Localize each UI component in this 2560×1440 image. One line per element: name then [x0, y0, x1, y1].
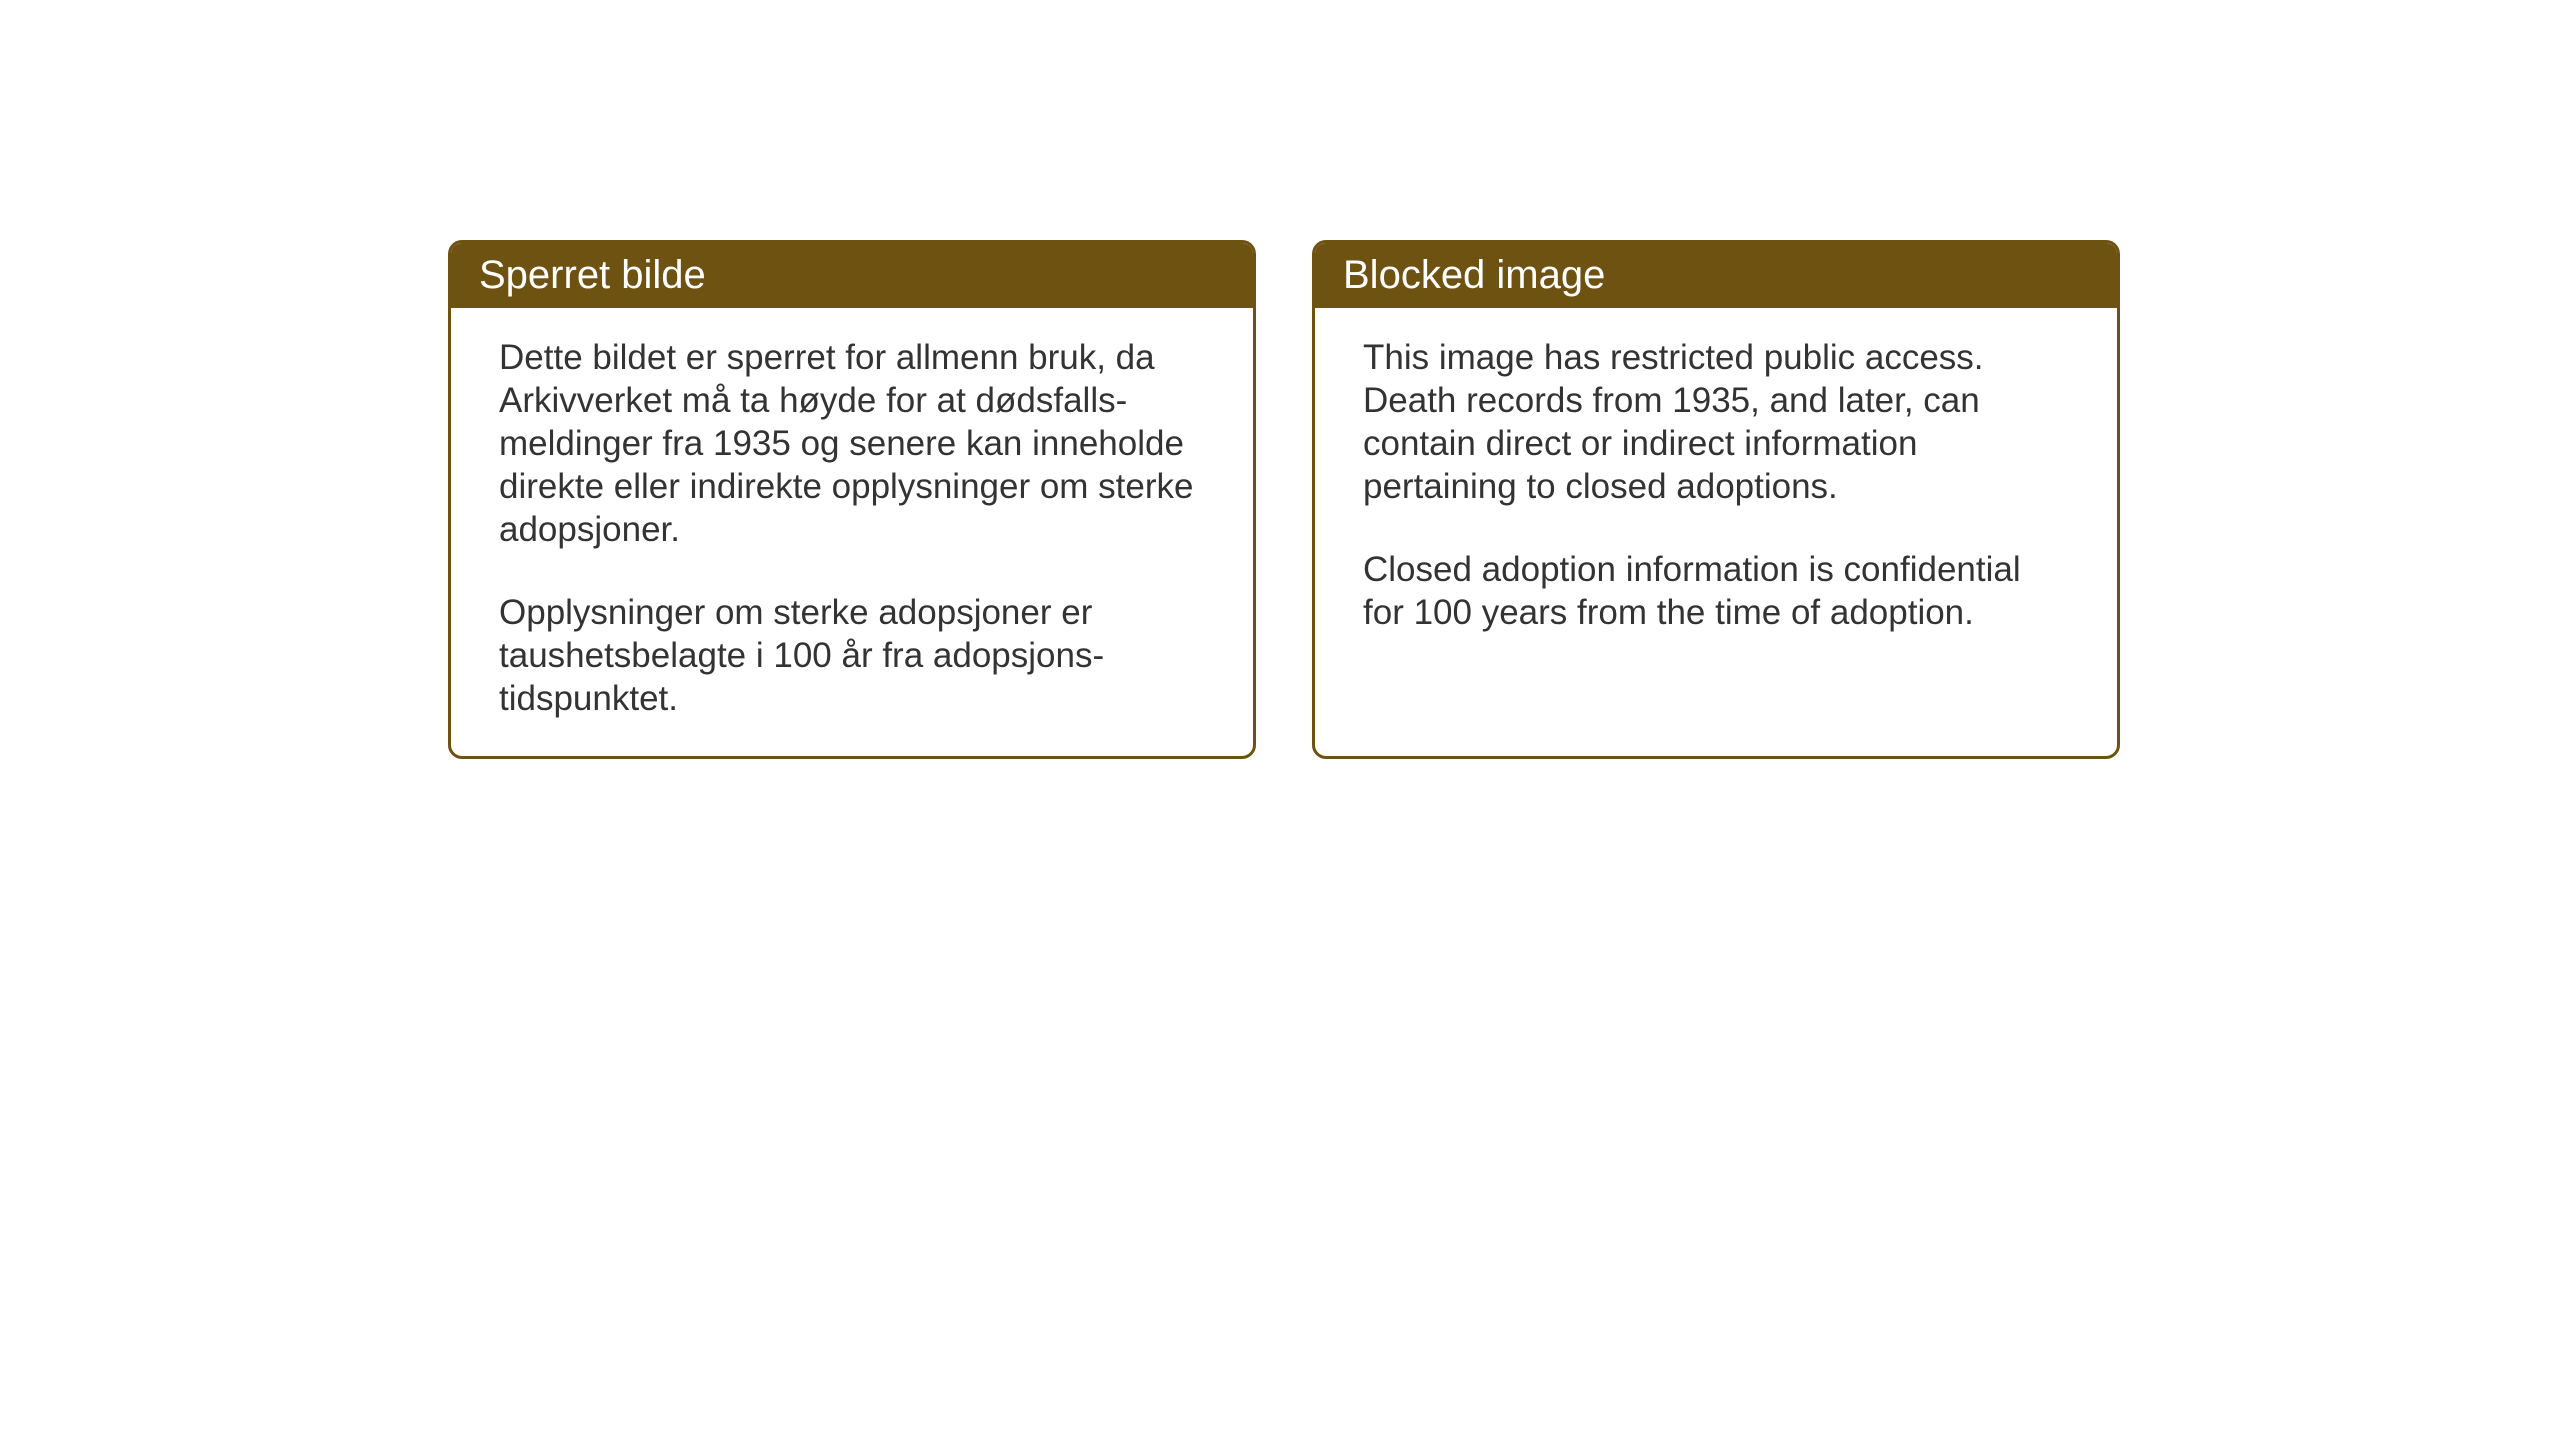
notice-paragraph-2-norwegian: Opplysninger om sterke adopsjoner er tau… — [499, 591, 1205, 720]
notice-paragraph-2-english: Closed adoption information is confident… — [1363, 548, 2069, 634]
notice-box-norwegian: Sperret bilde Dette bildet er sperret fo… — [448, 240, 1256, 759]
notice-title-norwegian: Sperret bilde — [479, 253, 706, 297]
notice-title-english: Blocked image — [1343, 253, 1605, 297]
notice-header-english: Blocked image — [1315, 243, 2117, 308]
notice-header-norwegian: Sperret bilde — [451, 243, 1253, 308]
notice-body-english: This image has restricted public access.… — [1315, 308, 2117, 748]
notice-body-norwegian: Dette bildet er sperret for allmenn bruk… — [451, 308, 1253, 756]
notice-paragraph-1-english: This image has restricted public access.… — [1363, 336, 2069, 508]
notices-container: Sperret bilde Dette bildet er sperret fo… — [448, 240, 2120, 759]
notice-box-english: Blocked image This image has restricted … — [1312, 240, 2120, 759]
notice-paragraph-1-norwegian: Dette bildet er sperret for allmenn bruk… — [499, 336, 1205, 551]
